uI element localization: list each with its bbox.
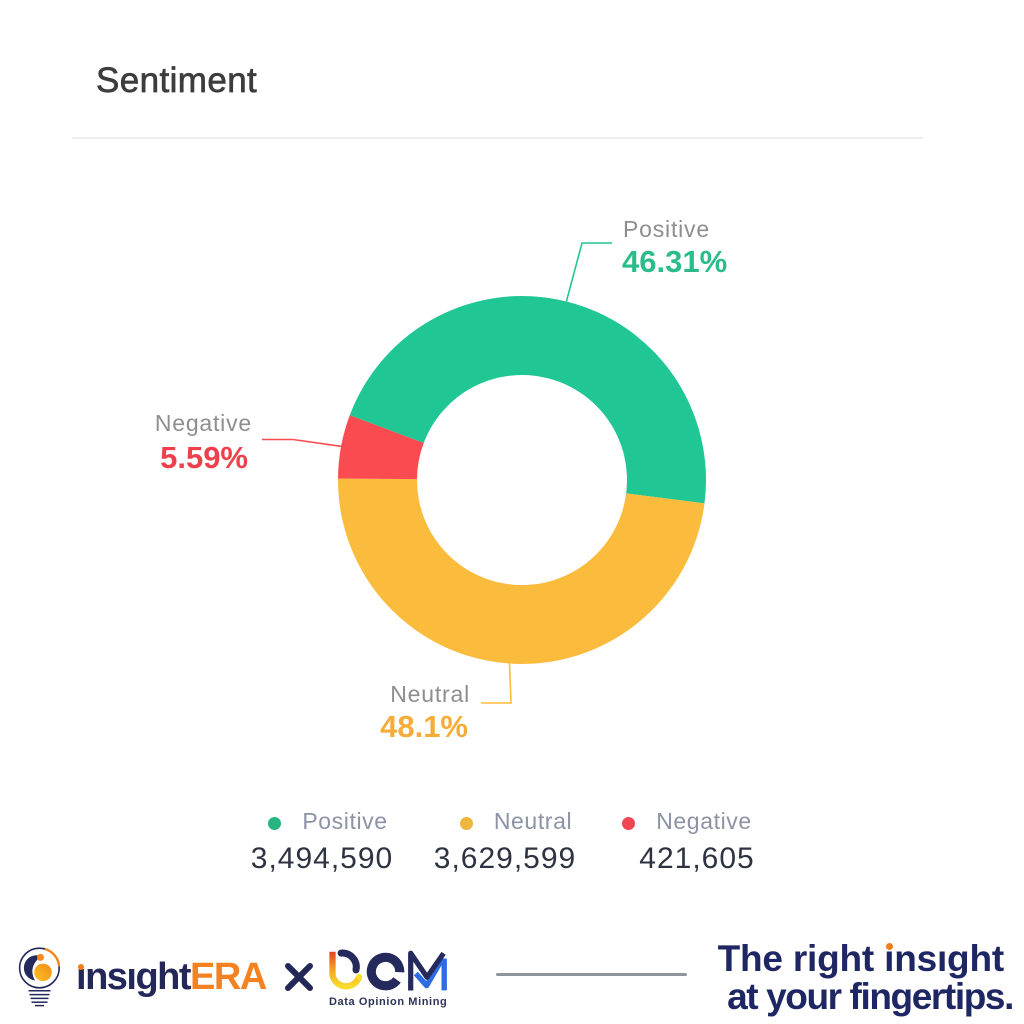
svg-text:Data Opinion Mining: Data Opinion Mining bbox=[329, 996, 447, 1008]
